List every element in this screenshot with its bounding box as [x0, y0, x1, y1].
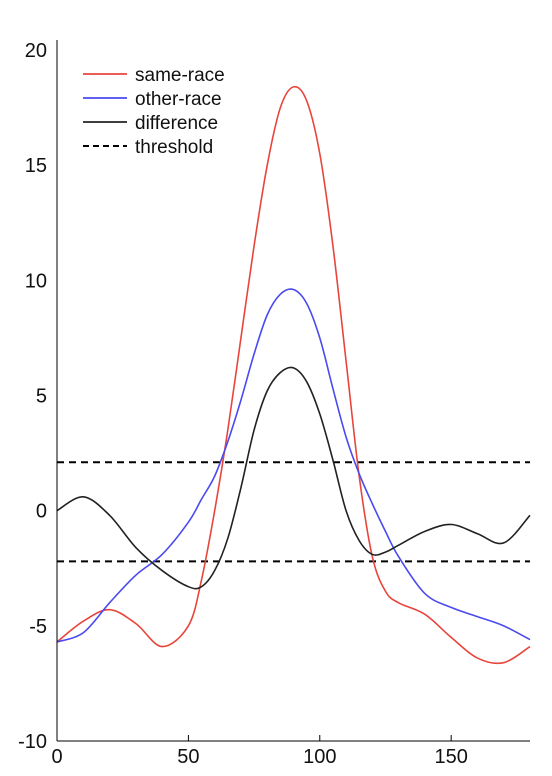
x-tick-label: 50: [177, 746, 199, 768]
y-tick-label: 20: [25, 40, 47, 62]
legend-label-threshold: threshold: [135, 137, 213, 158]
y-tick-label: -5: [29, 616, 47, 638]
legend-label-difference: difference: [135, 113, 218, 134]
y-tick-label: 15: [25, 155, 47, 177]
axes: -10 -5 0 5 10 15 20 0 50 100 150: [18, 40, 530, 768]
other-race-line: [56, 288, 531, 643]
legend-label-other-race: other-race: [135, 89, 222, 110]
y-tick-label: -10: [18, 731, 47, 753]
y-tick-label: 5: [36, 386, 47, 408]
plot-area: [56, 85, 531, 665]
x-tick-label: 100: [303, 746, 336, 768]
same-race-line: [56, 85, 531, 665]
y-tick-label: 10: [25, 270, 47, 292]
difference-line: [56, 366, 531, 590]
legend: same-race other-race difference threshold: [83, 65, 225, 158]
y-tick-label: 0: [36, 501, 47, 523]
x-tick-label: 0: [51, 746, 62, 768]
legend-label-same-race: same-race: [135, 65, 225, 86]
x-tick-label: 150: [434, 746, 467, 768]
